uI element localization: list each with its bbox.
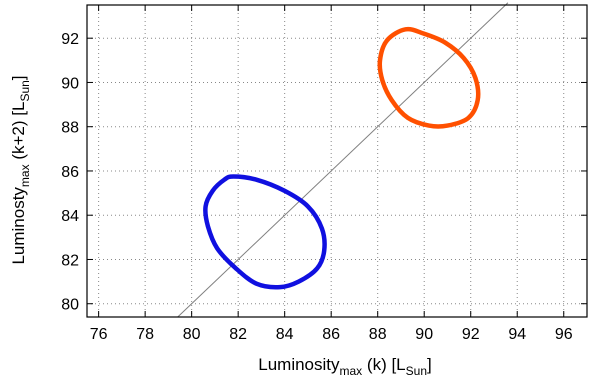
y-axis-label: Luminostymax (k+2) [LSun] <box>9 75 32 264</box>
x-tick-label: 92 <box>462 326 480 343</box>
x-tick-label: 88 <box>369 326 387 343</box>
y-tick-label: 88 <box>61 120 79 137</box>
x-tick-label: 86 <box>322 326 340 343</box>
y-tick-label: 90 <box>61 75 79 92</box>
ticks: 76 78 80 82 84 86 88 90 92 94 96 80 82 84 86 88 90 92 <box>61 5 587 343</box>
y-tick-label: 86 <box>61 164 79 181</box>
x-tick-label: 78 <box>136 326 154 343</box>
x-axis-label: Luminositymax (k) [LSun] <box>258 355 431 377</box>
series-loop-1 <box>203 174 327 290</box>
x-tick-label: 76 <box>90 326 108 343</box>
series-group <box>203 26 481 290</box>
y-tick-label: 82 <box>61 252 79 269</box>
x-tick-label: 94 <box>508 326 526 343</box>
x-tick-label: 82 <box>229 326 247 343</box>
plot-frame <box>86 4 588 318</box>
y-tick-label: 80 <box>61 297 79 314</box>
y-tick-label: 92 <box>61 31 79 48</box>
x-tick-label: 96 <box>555 326 573 343</box>
x-tick-label: 90 <box>415 326 433 343</box>
y-tick-label: 84 <box>61 208 79 225</box>
x-tick-label: 84 <box>276 326 294 343</box>
series-loop-2 <box>377 26 481 129</box>
grid <box>87 5 587 317</box>
x-tick-label: 80 <box>183 326 201 343</box>
